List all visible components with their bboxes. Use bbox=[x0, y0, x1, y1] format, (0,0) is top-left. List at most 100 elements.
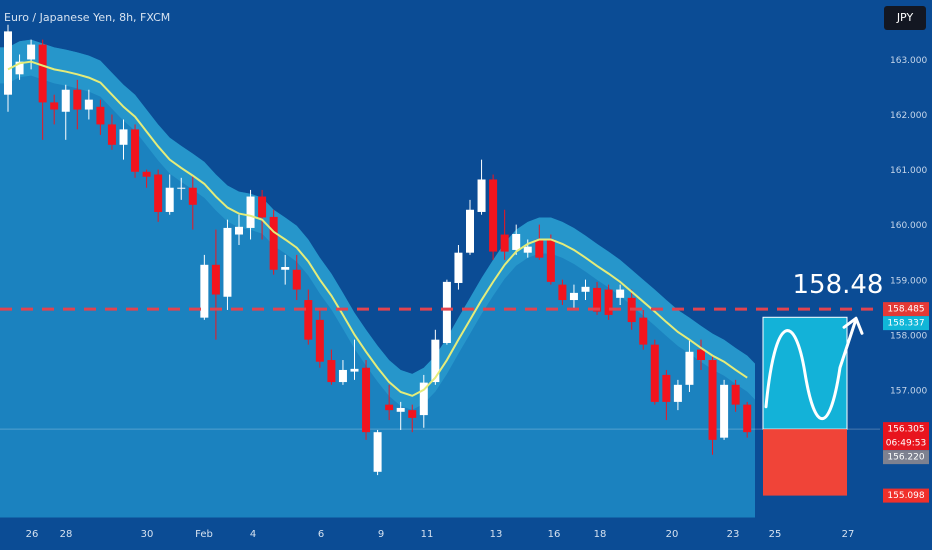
x-tick-label: 4 bbox=[250, 529, 256, 540]
x-tick-label: Feb bbox=[195, 529, 213, 540]
candle-body bbox=[581, 286, 590, 292]
candle-body bbox=[500, 234, 509, 252]
y-tick-label: 160.000 bbox=[890, 221, 927, 231]
y-tick-label: 157.000 bbox=[890, 386, 927, 396]
candle-body bbox=[96, 106, 105, 125]
candle-body bbox=[419, 382, 428, 416]
candle-body bbox=[211, 264, 220, 295]
projection-down bbox=[763, 429, 847, 496]
candle-body bbox=[315, 319, 324, 362]
price-label: 158.485 bbox=[887, 305, 924, 315]
price-countdown: 06:49:53 bbox=[886, 439, 926, 449]
x-tick-label: 13 bbox=[490, 529, 503, 540]
candle-body bbox=[396, 407, 405, 412]
candle-body bbox=[73, 89, 82, 110]
candle-body bbox=[731, 384, 740, 405]
candle-body bbox=[27, 44, 36, 60]
candle-body bbox=[4, 31, 12, 95]
price-label: 156.305 bbox=[887, 425, 924, 435]
candle-body bbox=[269, 216, 278, 270]
candle-body bbox=[304, 300, 313, 340]
candle-body bbox=[489, 179, 498, 252]
x-tick-label: 30 bbox=[141, 529, 154, 540]
candle-body bbox=[188, 187, 197, 205]
candle-body bbox=[107, 124, 116, 145]
candle-body bbox=[350, 368, 359, 372]
candle-body bbox=[373, 432, 382, 472]
currency-label[interactable]: JPY bbox=[896, 11, 914, 24]
y-tick-label: 163.000 bbox=[890, 56, 927, 66]
candle-body bbox=[154, 174, 163, 212]
candle-body bbox=[743, 404, 752, 433]
candle-body bbox=[50, 102, 59, 110]
candle-body bbox=[593, 287, 602, 312]
candle-body bbox=[246, 196, 255, 228]
candle-body bbox=[119, 129, 128, 145]
candle-body bbox=[697, 349, 705, 361]
candle-body bbox=[15, 61, 24, 75]
x-tick-label: 25 bbox=[769, 529, 782, 540]
x-tick-label: 23 bbox=[727, 529, 740, 540]
candle-body bbox=[281, 267, 290, 270]
price-label-box bbox=[883, 488, 929, 503]
plot: 163.000 162.000 161.000 160.000 159.000 158.0… bbox=[0, 24, 929, 540]
candle-body bbox=[604, 289, 613, 315]
price-label: 156.220 bbox=[887, 453, 924, 463]
candle-body bbox=[673, 384, 682, 402]
x-tick-label: 6 bbox=[318, 529, 324, 540]
candle-body bbox=[131, 129, 140, 172]
candle-body bbox=[292, 269, 301, 290]
candle-body bbox=[720, 384, 729, 438]
x-tick-label: 18 bbox=[594, 529, 607, 540]
target-annotation: 158.48 bbox=[793, 270, 884, 300]
candle-body bbox=[362, 367, 371, 433]
candle-body bbox=[685, 351, 694, 385]
x-tick-label: 16 bbox=[548, 529, 561, 540]
moving-average bbox=[7, 60, 748, 397]
x-tick-label: 27 bbox=[842, 529, 855, 540]
candle-body bbox=[546, 239, 555, 282]
y-tick-label: 159.000 bbox=[890, 276, 927, 286]
candle-body bbox=[408, 410, 417, 418]
candle-body bbox=[200, 264, 209, 318]
candle-body bbox=[650, 344, 659, 402]
candle-body bbox=[235, 226, 243, 235]
candle-body bbox=[431, 339, 440, 383]
candle-body bbox=[708, 360, 717, 440]
candle-body bbox=[338, 369, 347, 383]
candle-body bbox=[223, 227, 232, 297]
candle-body bbox=[165, 187, 174, 212]
candle-body bbox=[523, 246, 532, 253]
price-label-box bbox=[883, 450, 929, 465]
price-label: 158.337 bbox=[887, 319, 924, 329]
candle-body bbox=[512, 233, 521, 250]
currency-button[interactable] bbox=[884, 6, 926, 30]
x-tick-label: 20 bbox=[666, 529, 679, 540]
chart-title: Euro / Japanese Yen, 8h, FXCM bbox=[4, 11, 170, 24]
y-tick-label: 158.000 bbox=[890, 331, 927, 341]
ma-band bbox=[0, 39, 755, 410]
candle-body bbox=[639, 317, 648, 345]
y-tick-label: 161.000 bbox=[890, 166, 927, 176]
candle-body bbox=[442, 281, 451, 343]
candle-body bbox=[84, 99, 93, 110]
candle-body bbox=[142, 171, 151, 177]
candle-body bbox=[327, 360, 336, 383]
candle-body bbox=[477, 179, 486, 212]
candle-body bbox=[385, 404, 394, 411]
price-label: 155.098 bbox=[887, 491, 924, 501]
candle-body bbox=[177, 187, 186, 189]
x-tick-label: 26 bbox=[26, 529, 39, 540]
candle-body bbox=[535, 239, 544, 258]
x-tick-label: 28 bbox=[60, 529, 73, 540]
price-label-box bbox=[883, 302, 929, 317]
candle-body bbox=[38, 44, 47, 103]
candle-body bbox=[258, 196, 267, 218]
price-label-box bbox=[883, 422, 929, 451]
candle-body bbox=[616, 289, 625, 298]
candle-body bbox=[454, 252, 463, 283]
candle-body bbox=[558, 284, 567, 301]
candle-body bbox=[466, 209, 474, 253]
y-tick-label: 162.000 bbox=[890, 111, 927, 121]
